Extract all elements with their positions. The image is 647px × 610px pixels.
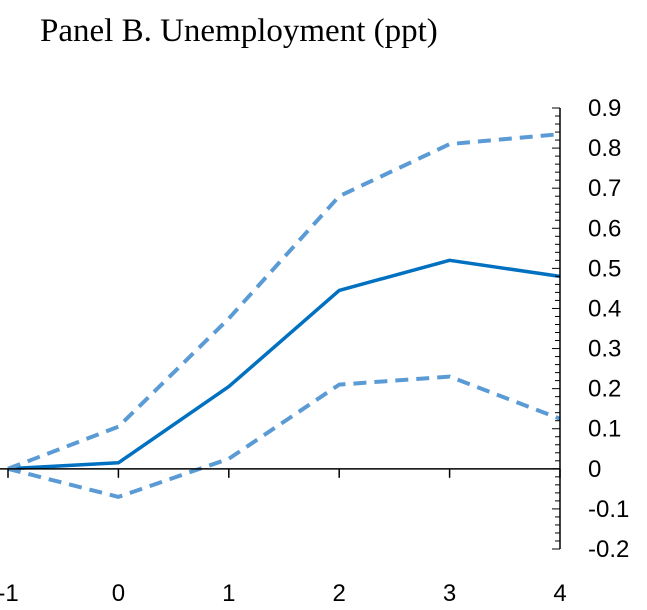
x-tick-label: 4 [553, 580, 566, 607]
y-tick-label: 0.9 [588, 95, 621, 122]
series-line-estimate [7, 258, 561, 471]
chart-title: Panel B. Unemployment (ppt) [40, 13, 438, 49]
y-tick-label: 0 [588, 456, 601, 483]
series-line-lower_bound [7, 374, 561, 499]
y-tick-label: 0.7 [588, 175, 621, 202]
y-tick-label: 0.5 [588, 255, 621, 282]
series-line-upper_bound [7, 132, 561, 471]
y-tick-label: -0.2 [588, 536, 629, 563]
series-layer [7, 132, 561, 499]
y-tick-label: -0.1 [588, 496, 629, 523]
x-tick-label: 1 [222, 580, 235, 607]
y-tick-label: 0.2 [588, 376, 621, 403]
y-tick-label: 0.8 [588, 135, 621, 162]
y-tick-label: 0.1 [588, 416, 621, 443]
x-tick-label: 2 [333, 580, 346, 607]
y-tick-label: 0.4 [588, 295, 621, 322]
x-tick-label: 0 [112, 580, 125, 607]
tick-labels-layer: 0.9 0.8 0.7 0.6 0.5 0.4 0.3 0.2 0.1 0 -0.1 -0.2 -1 0 1… [0, 95, 629, 607]
x-tick-label: -1 [0, 580, 19, 607]
x-tick-label: 3 [443, 580, 456, 607]
axes-layer [0, 107, 561, 550]
y-tick-label: 0.3 [588, 336, 621, 363]
y-tick-label: 0.6 [588, 215, 621, 242]
